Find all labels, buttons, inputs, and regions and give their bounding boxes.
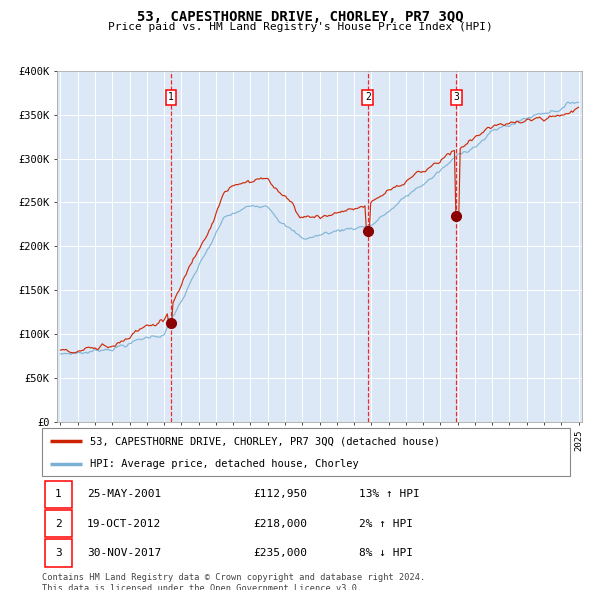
Text: Contains HM Land Registry data © Crown copyright and database right 2024.
This d: Contains HM Land Registry data © Crown c… — [42, 573, 425, 590]
Text: 30-NOV-2017: 30-NOV-2017 — [87, 548, 161, 558]
Text: 2% ↑ HPI: 2% ↑ HPI — [359, 519, 413, 529]
Text: 53, CAPESTHORNE DRIVE, CHORLEY, PR7 3QQ: 53, CAPESTHORNE DRIVE, CHORLEY, PR7 3QQ — [137, 10, 463, 24]
FancyBboxPatch shape — [42, 428, 570, 476]
Text: 13% ↑ HPI: 13% ↑ HPI — [359, 489, 419, 499]
FancyBboxPatch shape — [44, 510, 72, 537]
Text: 25-MAY-2001: 25-MAY-2001 — [87, 489, 161, 499]
Text: 1: 1 — [168, 92, 174, 102]
Text: 2: 2 — [55, 519, 62, 529]
Text: 8% ↓ HPI: 8% ↓ HPI — [359, 548, 413, 558]
Text: HPI: Average price, detached house, Chorley: HPI: Average price, detached house, Chor… — [89, 459, 358, 469]
Text: £112,950: £112,950 — [253, 489, 307, 499]
FancyBboxPatch shape — [44, 539, 72, 566]
Text: 19-OCT-2012: 19-OCT-2012 — [87, 519, 161, 529]
Text: 1: 1 — [55, 489, 62, 499]
FancyBboxPatch shape — [44, 481, 72, 508]
Text: 3: 3 — [55, 548, 62, 558]
Text: £235,000: £235,000 — [253, 548, 307, 558]
Text: Price paid vs. HM Land Registry's House Price Index (HPI): Price paid vs. HM Land Registry's House … — [107, 22, 493, 32]
Text: 53, CAPESTHORNE DRIVE, CHORLEY, PR7 3QQ (detached house): 53, CAPESTHORNE DRIVE, CHORLEY, PR7 3QQ … — [89, 436, 440, 446]
Text: £218,000: £218,000 — [253, 519, 307, 529]
Text: 2: 2 — [365, 92, 371, 102]
Text: 3: 3 — [454, 92, 459, 102]
